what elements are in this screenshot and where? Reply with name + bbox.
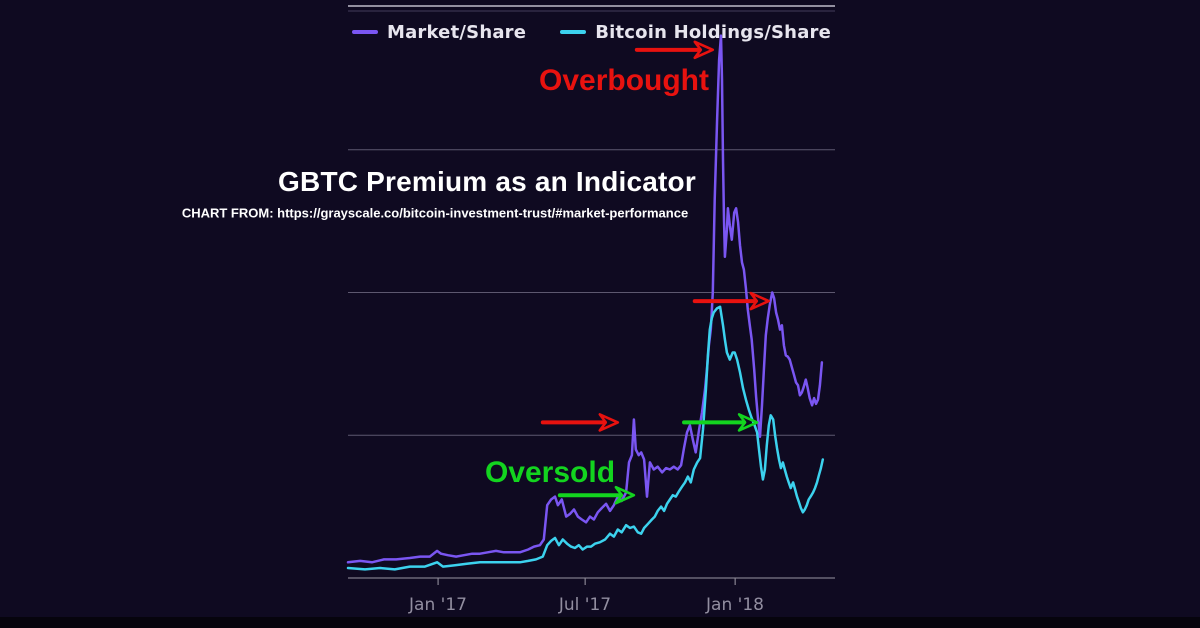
bottom-black-strip — [0, 617, 1200, 628]
series-line-bitcoin-holdings-share — [346, 305, 825, 571]
red-arrow-middle-head — [598, 413, 620, 432]
legend-item-bitcoin-holdings-share: Bitcoin Holdings/Share — [560, 22, 831, 43]
chart-legend: Market/Share Bitcoin Holdings/Share — [348, 20, 835, 44]
page-title: GBTC Premium as an Indicator — [278, 166, 696, 197]
legend-label: Market/Share — [386, 21, 527, 43]
legend-item-market-share: Market/Share — [351, 21, 527, 43]
market-share-line-swatch — [351, 30, 378, 34]
legend-label: Bitcoin Holdings/Share — [595, 21, 832, 43]
series-line-market-share — [346, 34, 824, 564]
green-arrow-right-head — [737, 413, 759, 432]
x-tick-label-jul17: Jul '17 — [558, 595, 612, 615]
bitcoin-holdings-line-swatch — [560, 30, 587, 34]
x-tick-label-jan18: Jan '18 — [706, 595, 764, 615]
oversold-label: Oversold — [484, 456, 616, 489]
source-attribution: CHART FROM: https://grayscale.co/bitcoin… — [181, 205, 689, 221]
red-arrow-upper-right-head — [749, 291, 771, 311]
green-arrow-left-head — [614, 485, 636, 505]
x-tick-label-jan17: Jan '17 — [409, 595, 467, 615]
overbought-label: Overbought — [539, 64, 709, 97]
red-arrow-top-head — [693, 40, 715, 60]
